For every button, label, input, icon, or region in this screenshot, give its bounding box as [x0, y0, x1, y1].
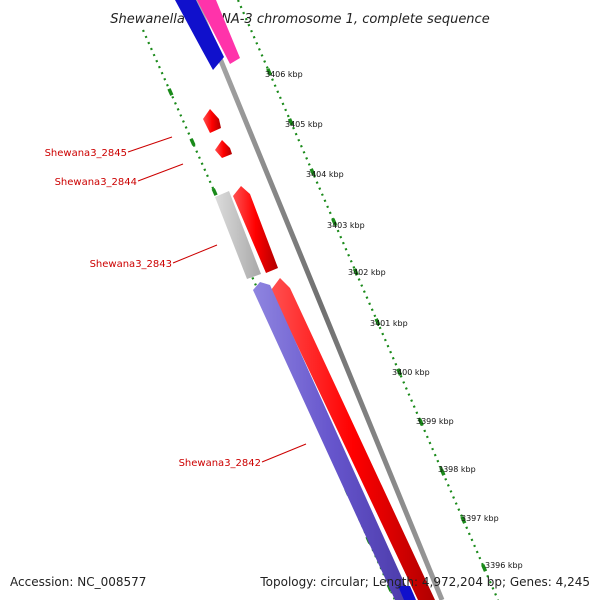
major-tick: [266, 68, 273, 76]
major-tick: [287, 118, 294, 126]
gene-label-shewana3-2843: Shewana3_2843: [90, 259, 172, 270]
major-tick: [374, 318, 381, 326]
leader-line-2842: [261, 443, 307, 463]
top-forward-feature-magenta: [197, 0, 240, 64]
major-tick: [211, 188, 218, 196]
leader-line-2844: [137, 163, 184, 182]
tick-label: 3397 kbp: [461, 514, 499, 523]
major-tick: [167, 88, 174, 96]
gene-label-shewana3-2842: Shewana3_2842: [179, 458, 261, 469]
top-reverse-feature-blue: [175, 0, 224, 70]
forward-cds-long: [271, 278, 435, 600]
bottom-reverse-feature-blue: [398, 586, 416, 600]
gene-shewana3-2843: [215, 191, 261, 279]
tick-label: 3405 kbp: [285, 120, 323, 129]
tick-label: 3402 kbp: [348, 268, 386, 277]
gene-shewana3-2845: [203, 109, 221, 133]
forward-cds-small: [233, 186, 278, 273]
tick-label: 3403 kbp: [327, 221, 365, 230]
accession-text: Accession: NC_008577: [10, 575, 146, 589]
gene-label-shewana3-2844: Shewana3_2844: [55, 177, 137, 188]
tick-label: 3398 kbp: [438, 465, 476, 474]
tick-label: 3399 kbp: [416, 417, 454, 426]
leader-line-2845: [127, 136, 173, 153]
tick-label: 3404 kbp: [306, 170, 344, 179]
map-title: Shewanella sp. ANA-3 chromosome 1, compl…: [110, 12, 489, 27]
major-tick: [309, 168, 316, 176]
tick-label: 3400 kbp: [392, 368, 430, 377]
tick-label: 3406 kbp: [265, 70, 303, 79]
tick-label: 3401 kbp: [370, 319, 408, 328]
major-tick: [417, 418, 424, 426]
gene-label-shewana3-2845: Shewana3_2845: [45, 148, 127, 159]
major-tick: [396, 368, 403, 376]
major-tick: [331, 218, 338, 226]
summary-text: Topology: circular; Length: 4,972,204 bp…: [259, 575, 590, 589]
major-tick: [481, 564, 488, 572]
leader-line-2843: [172, 244, 218, 264]
major-tick: [352, 268, 359, 276]
major-tick: [439, 468, 446, 476]
tick-label: 3396 kbp: [485, 561, 523, 570]
major-tick: [189, 138, 196, 146]
tick-labels: 3406 kbp 3405 kbp 3404 kbp 3403 kbp 3402…: [265, 70, 523, 570]
gene-shewana3-2844: [215, 140, 232, 158]
sequence-backbone: [193, 0, 445, 600]
outer-major-ticks: [266, 68, 488, 572]
major-tick: [460, 516, 467, 524]
gene-shewana3-2842: [253, 282, 412, 600]
